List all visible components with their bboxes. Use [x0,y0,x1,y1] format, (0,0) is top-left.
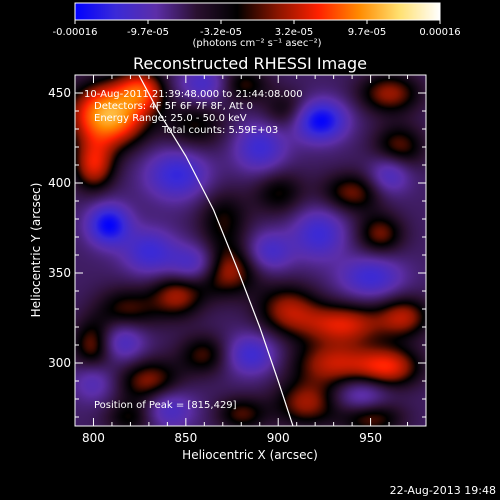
y-tick-label: 400 [48,176,71,190]
colorbar-tick-label: 0.00016 [419,27,460,38]
y-axis-title: Heliocentric Y (arcsec) [29,183,43,318]
colorbar-gradient [75,3,440,20]
y-tick-label: 450 [48,86,71,100]
detectors-text: Detectors: 4F 5F 6F 7F 8F, Att 0 [94,101,253,112]
y-tick-label: 300 [48,356,71,370]
time-range-text: 10-Aug-2011 21:39:48.000 to 21:44:08.000 [84,89,303,100]
colorbar-tick-label: 9.7e-05 [348,27,386,38]
colorbar-tick-label: -3.2e-05 [200,27,242,38]
plot-frame [74,74,427,427]
colorbar-tick-label: 3.2e-05 [275,27,313,38]
x-tick-label: 900 [267,431,290,445]
colorbar-ticks: -0.00016 -9.7e-05 -3.2e-05 3.2e-05 9.7e-05 0.… [53,20,461,38]
footer-date: 22-Aug-2013 19:48 [390,484,496,497]
colorbar-tick-label: -0.00016 [53,27,98,38]
chart-title: Reconstructed RHESSI Image [133,54,367,73]
axis-ticks: 800 850 900 950 300 350 400 450 [48,74,427,445]
x-tick-label: 800 [82,431,105,445]
x-axis-title: Heliocentric X (arcsec) [182,448,318,462]
x-tick-label: 950 [359,431,382,445]
annotations: 10-Aug-2011 21:39:48.000 to 21:44:08.000… [84,89,303,411]
solar-limb-curve [138,75,294,426]
colorbar-frame [74,2,441,21]
total-counts-text: Total counts: 5.59E+03 [161,125,278,136]
y-tick-label: 350 [48,266,71,280]
peak-position-text: Position of Peak = [815,429] [94,400,237,411]
colorbar-tick-label: -9.7e-05 [127,27,169,38]
x-tick-label: 850 [174,431,197,445]
colorbar: -0.00016 -9.7e-05 -3.2e-05 3.2e-05 9.7e-05 0.… [53,2,461,49]
energy-range-text: Energy Range: 25.0 - 50.0 keV [94,113,247,124]
colorbar-units: (photons cm⁻² s⁻¹ asec⁻²) [192,38,321,49]
